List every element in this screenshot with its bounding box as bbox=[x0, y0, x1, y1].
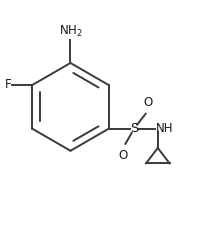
Text: O: O bbox=[119, 149, 128, 162]
Text: NH: NH bbox=[156, 122, 173, 135]
Text: NH$_2$: NH$_2$ bbox=[59, 24, 82, 39]
Text: O: O bbox=[143, 96, 153, 108]
Text: F: F bbox=[4, 79, 11, 91]
Text: S: S bbox=[130, 122, 139, 135]
